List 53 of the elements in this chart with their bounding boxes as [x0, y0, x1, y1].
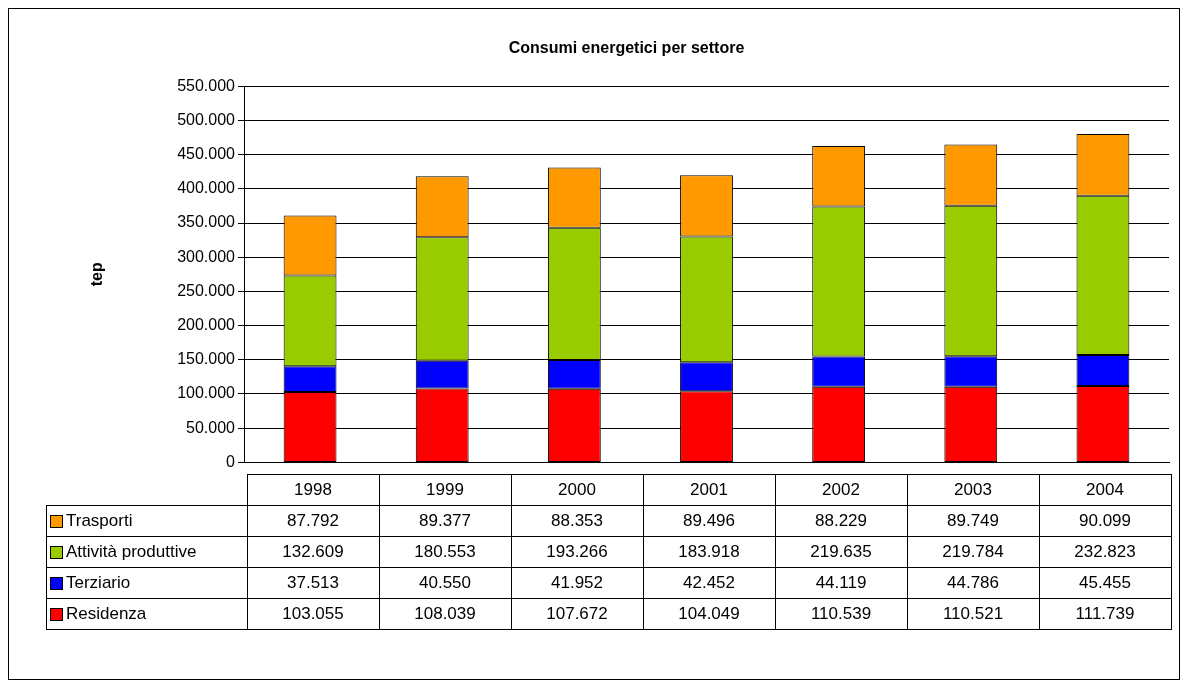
- data-label: 104.049: [643, 598, 775, 630]
- data-label: 42.452: [643, 567, 775, 599]
- data-label: 41.952: [511, 567, 643, 599]
- data-label: 89.749: [907, 505, 1039, 537]
- data-label: 90.099: [1039, 505, 1171, 537]
- data-label: 111.739: [1039, 598, 1171, 630]
- data-label: 37.513: [247, 567, 379, 599]
- x-tick-label: 2002: [775, 474, 907, 506]
- data-label: 219.635: [775, 536, 907, 568]
- x-tick-label: 1999: [379, 474, 511, 506]
- data-label: 44.786: [907, 567, 1039, 599]
- y-tick-label: 100.000: [177, 384, 236, 402]
- legend-label: Residenza: [66, 604, 147, 623]
- data-label: 132.609: [247, 536, 379, 568]
- x-tick-label: 2001: [643, 474, 775, 506]
- y-tick-label: 550.000: [177, 76, 236, 94]
- data-label: 110.521: [907, 598, 1039, 630]
- y-axis-title: tep: [88, 262, 106, 287]
- data-label: 87.792: [247, 505, 379, 537]
- data-label: 232.823: [1039, 536, 1171, 568]
- chart-title: Consumi energetici per settore: [508, 39, 745, 57]
- data-label: 45.455: [1039, 567, 1171, 599]
- data-label: 89.496: [643, 505, 775, 537]
- data-label: 219.784: [907, 536, 1039, 568]
- y-tick-label: 450.000: [177, 145, 236, 163]
- data-label: 183.918: [643, 536, 775, 568]
- data-label: 193.266: [511, 536, 643, 568]
- data-label: 40.550: [379, 567, 511, 599]
- data-label: 89.377: [379, 505, 511, 537]
- data-label: 110.539: [775, 598, 907, 630]
- data-label: 180.553: [379, 536, 511, 568]
- data-label: 44.119: [775, 567, 907, 599]
- y-tick-label: 150.000: [177, 350, 236, 368]
- x-tick-label: 2000: [511, 474, 643, 506]
- legend-label: Terziario: [66, 573, 131, 592]
- data-label: 103.055: [247, 598, 379, 630]
- y-tick-label: 50.000: [186, 418, 236, 436]
- x-tick-label: 2004: [1039, 474, 1171, 506]
- legend-label: Trasporti: [66, 511, 133, 530]
- data-label: 88.353: [511, 505, 643, 537]
- y-tick-label: 250.000: [177, 281, 236, 299]
- y-tick-label: 300.000: [177, 247, 236, 265]
- legend-label: Attività produttive: [66, 542, 197, 561]
- x-tick-label: 1998: [247, 474, 379, 506]
- data-label: 107.672: [511, 598, 643, 630]
- y-tick-label: 0: [226, 452, 236, 470]
- data-label: 108.039: [379, 598, 511, 630]
- data-label: 88.229: [775, 505, 907, 537]
- y-tick-label: 200.000: [177, 316, 236, 334]
- y-tick-label: 500.000: [177, 110, 236, 128]
- y-tick-label: 350.000: [177, 213, 236, 231]
- y-tick-label: 400.000: [177, 179, 236, 197]
- x-tick-label: 2003: [907, 474, 1039, 506]
